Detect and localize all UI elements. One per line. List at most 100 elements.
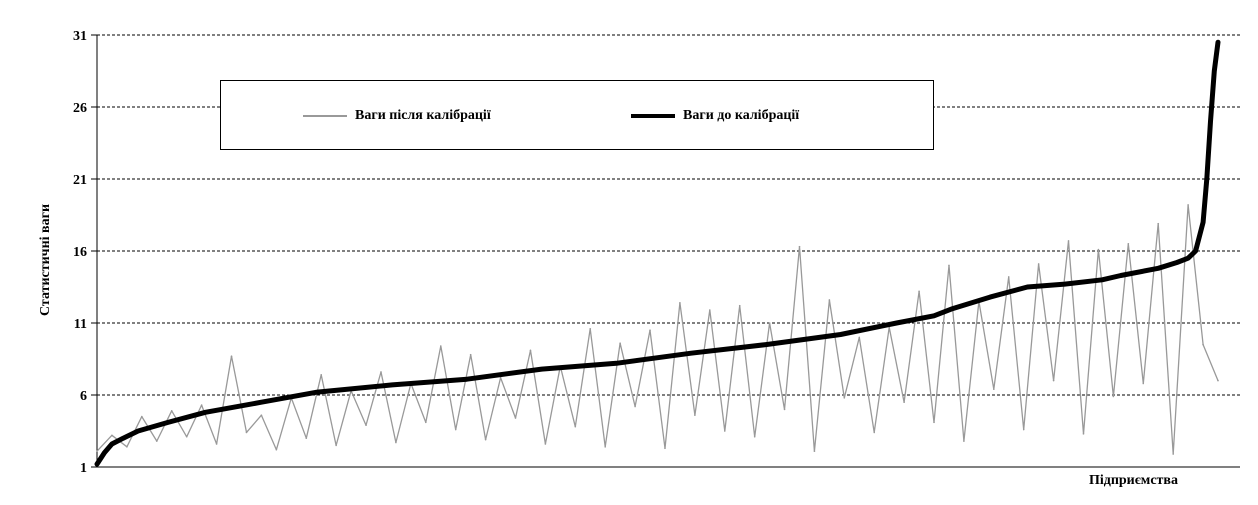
legend-swatch-after-calibration [303, 115, 347, 117]
data-point-before-2 [110, 442, 114, 446]
data-point-before-23 [1119, 273, 1123, 277]
data-point-after-35 [619, 342, 621, 344]
data-point-before-5 [166, 420, 170, 424]
data-point-after-27 [499, 376, 502, 379]
data-point-after-20 [395, 441, 397, 444]
legend-label-before-calibration: Ваги до калібрації [683, 108, 800, 123]
data-point-after-30 [544, 443, 547, 445]
data-point-before-0 [95, 462, 99, 466]
data-point-after-56 [933, 421, 935, 424]
data-point-after-50 [843, 397, 846, 399]
data-point-before-31 [1212, 69, 1216, 73]
data-point-after-14 [305, 437, 308, 440]
data-point-after-25 [469, 353, 472, 356]
data-point-before-15 [839, 333, 843, 337]
y-tick-label-11: 11 [74, 317, 87, 332]
data-point-before-12 [614, 361, 618, 365]
data-point-before-8 [315, 390, 319, 394]
data-point-after-41 [709, 309, 711, 311]
data-point-before-24 [1156, 266, 1160, 270]
data-point-after-43 [738, 304, 741, 307]
data-point-after-75 [1217, 379, 1219, 382]
data-point-after-5 [170, 410, 173, 412]
data-point-after-10 [245, 431, 248, 434]
data-point-before-6 [203, 410, 207, 414]
data-point-before-29 [1205, 177, 1209, 181]
y-axis-label: Статистичні ваги [38, 203, 53, 317]
data-point-before-19 [988, 295, 992, 299]
data-point-after-26 [484, 438, 487, 441]
data-point-after-48 [813, 450, 816, 452]
chart-legend: Ваги після калібрації Ваги до калібрації [220, 80, 934, 150]
data-point-before-7 [259, 400, 263, 404]
series-line-after-calibration [96, 204, 1219, 455]
data-point-after-36 [634, 405, 636, 408]
data-point-after-60 [993, 388, 995, 391]
y-tick-label-6: 6 [80, 389, 87, 404]
data-point-before-10 [465, 377, 469, 381]
data-point-before-9 [390, 383, 394, 387]
data-point-after-64 [1052, 379, 1055, 382]
data-point-after-55 [918, 290, 920, 293]
data-point-after-11 [260, 414, 263, 416]
data-point-before-26 [1186, 256, 1190, 260]
data-point-after-52 [873, 431, 876, 434]
data-point-after-34 [604, 446, 606, 448]
data-point-after-37 [649, 329, 651, 332]
data-point-after-46 [783, 408, 786, 411]
data-point-after-19 [380, 371, 382, 373]
data-point-after-72 [1172, 453, 1174, 455]
y-tick-label-16: 16 [73, 245, 87, 260]
data-point-after-51 [858, 336, 861, 339]
data-point-after-57 [948, 264, 950, 267]
data-point-after-12 [275, 448, 278, 451]
y-tick-label-26: 26 [73, 101, 87, 116]
data-point-after-16 [335, 444, 337, 447]
legend-item-before-calibration: Ваги до калібрації [631, 108, 799, 124]
data-point-after-45 [768, 322, 771, 324]
data-point-after-4 [155, 440, 158, 442]
data-point-after-71 [1157, 222, 1160, 225]
data-point-before-16 [895, 321, 899, 325]
data-point-after-68 [1112, 395, 1115, 398]
data-point-after-67 [1097, 248, 1100, 251]
legend-item-after-calibration: Ваги після калібрації [303, 108, 491, 124]
legend-label-after-calibration: Ваги після калібрації [355, 108, 491, 123]
data-point-after-47 [798, 245, 801, 248]
data-point-after-0 [96, 450, 98, 452]
data-point-after-7 [200, 404, 203, 406]
data-point-after-58 [963, 440, 965, 442]
data-point-before-27 [1194, 249, 1198, 253]
data-point-before-13 [689, 351, 693, 355]
data-point-before-25 [1175, 261, 1179, 265]
data-point-after-74 [1202, 343, 1204, 346]
y-tick-label-21: 21 [73, 173, 87, 188]
data-point-after-8 [215, 443, 218, 445]
x-axis-label: Підприємства [1088, 473, 1178, 488]
data-point-after-49 [828, 299, 831, 301]
data-point-after-2 [126, 446, 128, 448]
data-point-after-29 [529, 349, 532, 352]
data-point-after-42 [723, 430, 726, 432]
data-point-before-18 [951, 307, 955, 311]
data-point-before-20 [1025, 285, 1029, 289]
data-point-after-28 [514, 417, 517, 419]
y-tick-label-31: 31 [73, 29, 87, 44]
data-point-after-15 [320, 374, 323, 376]
data-point-after-63 [1037, 263, 1040, 265]
data-point-after-22 [425, 421, 427, 424]
data-point-after-33 [589, 327, 592, 330]
data-point-after-62 [1022, 428, 1025, 431]
data-point-after-18 [365, 424, 367, 427]
data-point-after-40 [694, 414, 696, 416]
data-point-after-39 [679, 302, 681, 304]
data-point-before-1 [102, 451, 106, 455]
y-tick-label-1: 1 [80, 461, 87, 476]
data-point-after-66 [1082, 433, 1085, 435]
legend-swatch-before-calibration [631, 114, 675, 118]
data-point-before-11 [540, 367, 544, 371]
data-point-after-54 [903, 401, 905, 404]
data-point-after-69 [1127, 243, 1130, 245]
data-point-before-3 [121, 436, 125, 440]
